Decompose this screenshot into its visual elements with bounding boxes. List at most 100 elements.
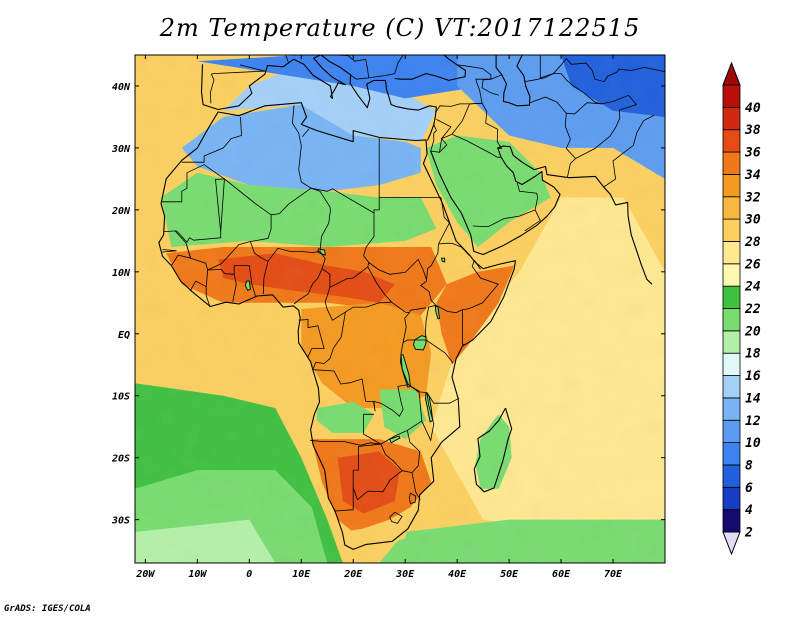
colorbar-swatch <box>722 84 741 108</box>
lat-tick-label: 40N <box>112 82 131 93</box>
border-western-sahara <box>181 156 205 163</box>
border-iraq-iran-syria <box>451 102 502 149</box>
border-algeria-east <box>271 105 312 216</box>
border-saudi-jordan-iraq <box>439 133 501 158</box>
colorbar-label: 30 <box>744 213 761 228</box>
map-title: 2m Temperature (C) VT:2017122515 <box>159 14 641 42</box>
border-somaliland <box>473 259 481 270</box>
border-iran-afghanistan-pakistan <box>529 96 577 178</box>
colorbar-label: 26 <box>744 257 761 272</box>
colorbar-swatch <box>722 442 741 466</box>
lon-tick-label: 70E <box>604 569 623 580</box>
border-mauritania-north <box>161 164 226 233</box>
colorbar-label: 20 <box>744 324 761 339</box>
border-botswana <box>352 443 403 501</box>
border-kenya-somalia <box>461 309 466 345</box>
colorbar-swatch <box>722 151 741 175</box>
border-libya-egypt <box>311 137 380 214</box>
colorbar-label: 14 <box>745 391 761 406</box>
border-mozambique-malawi-tanzania <box>407 392 460 442</box>
colorbar-swatch <box>722 419 741 444</box>
colorbar-swatch <box>722 129 741 153</box>
lon-tick-label: 20W <box>135 569 155 580</box>
lake-kariba <box>388 435 401 444</box>
colorbar-swatch <box>722 285 741 309</box>
border-swaziland <box>408 492 417 504</box>
colorbar-swatch <box>722 173 741 198</box>
lon-tick-label: 20E <box>343 569 363 580</box>
colorbar-swatch <box>722 509 741 533</box>
colorbar-swatch <box>722 486 741 511</box>
lake-tanganyika <box>400 354 411 388</box>
lon-tick-label: 50E <box>500 569 519 580</box>
madagascar-coast <box>473 407 513 493</box>
colorbar-label: 38 <box>744 123 761 138</box>
colorbar-swatch <box>722 263 741 287</box>
border-drc-angola <box>312 369 376 412</box>
border-mozambique-sa <box>411 472 421 501</box>
border-tunisia-libya <box>301 128 310 138</box>
border-lesotho <box>389 511 403 524</box>
arabia-coast <box>430 145 653 285</box>
border-greece-north <box>349 55 404 80</box>
border-guinea-liberia <box>189 280 207 292</box>
lat-tick-label: 30S <box>111 516 130 527</box>
border-kenya-tanzania-uganda <box>425 304 454 364</box>
border-ivory-coast <box>205 268 235 307</box>
colorbar-label: 22 <box>744 302 761 317</box>
border-sudan-ethiopia-eritrea <box>426 197 450 282</box>
colorbar-label: 16 <box>745 369 761 384</box>
colorbar-swatch <box>722 397 741 421</box>
border-jordan-israel-syria <box>430 119 452 153</box>
colorbar-label: 4 <box>745 503 753 518</box>
colorbar-swatch <box>722 241 741 265</box>
colorbar-label: 2 <box>744 526 753 541</box>
colorbar-swatch <box>722 218 741 242</box>
lon-tick-label: 0 <box>246 569 252 580</box>
border-gambia <box>161 249 177 253</box>
africa-coast <box>158 102 516 550</box>
europe-coast <box>200 55 346 111</box>
lake-victoria <box>413 335 427 351</box>
border-nigeria-benin <box>262 261 269 295</box>
border-guinea-senegal <box>171 230 192 266</box>
border-niger <box>250 187 331 262</box>
border-mauritania-south <box>163 230 222 243</box>
map-axes: 20W 10W 0 10E 20E 30E 40E 50E 60E 70E 40N 30N 20N 10N… <box>111 55 665 580</box>
lat-tick-label: 10S <box>112 392 130 403</box>
lake-tana <box>441 257 446 263</box>
border-eritrea-ethiopia <box>438 242 470 256</box>
border-georgia-armenia-azerbaijan <box>457 64 499 96</box>
border-namibia-botswana-sa <box>334 470 354 512</box>
balkans-turkey-coast <box>320 55 437 141</box>
border-pakistan-india <box>603 114 655 188</box>
border-malawi-zambia-tanzania <box>408 384 428 422</box>
colorbar-swatch <box>722 375 741 399</box>
map-area <box>135 55 665 563</box>
lat-tick-label: 20N <box>111 206 131 217</box>
border-saudi-yemen-oman <box>472 209 541 232</box>
colorbar-label: 6 <box>745 481 753 496</box>
border-kazakh-uzbek <box>539 55 665 83</box>
coastlines <box>158 55 653 550</box>
border-morocco-algeria <box>203 116 242 157</box>
colorbar-label: 40 <box>745 101 761 116</box>
colorbar-swatch <box>722 196 741 220</box>
lat-tick-label: 30N <box>111 144 131 155</box>
colorbar-swatch <box>722 330 741 354</box>
colorbar-swatch <box>722 106 741 131</box>
black-sea-coast <box>394 55 467 81</box>
colorbar-under-arrow <box>722 531 741 556</box>
caspian-west <box>495 55 531 107</box>
lat-tick-label: 10N <box>112 268 131 279</box>
lon-tick-label: 10W <box>188 569 207 580</box>
lat-tick-label: 20S <box>111 454 130 465</box>
border-syria-turkey-lebanon <box>435 74 502 113</box>
colorbar-swatch <box>722 464 741 488</box>
border-sudan-south-sudan <box>368 258 427 282</box>
border-zimbabwe-mozambique <box>380 429 421 474</box>
border-afghanistan-pakistan <box>566 94 638 159</box>
border-car-south-sudan <box>367 266 410 314</box>
border-mali <box>185 178 272 271</box>
